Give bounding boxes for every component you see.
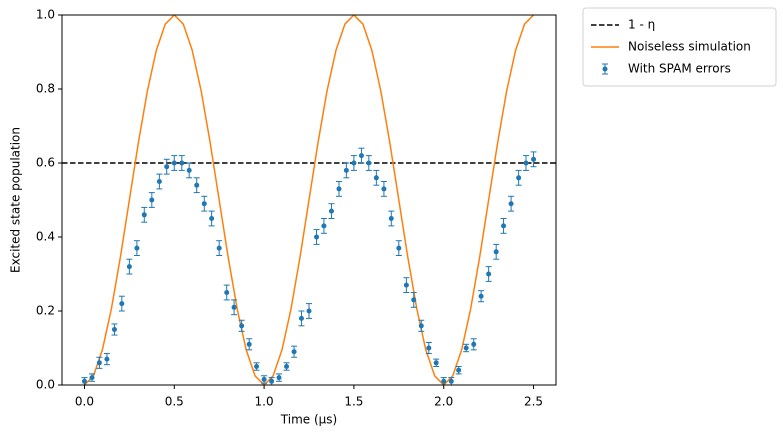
- data-point: [254, 364, 260, 369]
- data-point: [194, 182, 200, 188]
- data-point: [126, 264, 132, 270]
- data-point: [381, 186, 387, 192]
- data-point: [463, 345, 469, 351]
- data-point: [149, 197, 155, 203]
- plot-frame: [61, 14, 557, 386]
- data-point: [89, 375, 95, 381]
- x-tick-label: 0.0: [75, 395, 94, 409]
- y-tick-label: 0.8: [36, 82, 55, 96]
- data-point: [478, 293, 484, 299]
- y-tick-label: 0.6: [36, 156, 55, 170]
- y-tick-label: 0.2: [36, 304, 55, 318]
- data-point: [298, 315, 304, 321]
- data-point: [111, 327, 117, 332]
- x-tick-label: 1.0: [255, 395, 274, 409]
- data-point: [231, 304, 237, 310]
- x-tick-label: 1.5: [344, 395, 363, 409]
- data-point: [493, 249, 499, 255]
- data-point: [433, 360, 439, 366]
- data-point: [209, 216, 215, 221]
- data-point: [411, 297, 417, 303]
- data-point: [523, 160, 529, 166]
- data-point: [201, 201, 207, 207]
- data-point: [239, 323, 245, 329]
- y-tick-label: 0.4: [36, 230, 55, 244]
- data-point: [426, 345, 432, 351]
- data-point: [306, 308, 312, 314]
- legend-label: With SPAM errors: [628, 62, 731, 76]
- data-point: [141, 212, 147, 218]
- data-point: [396, 245, 402, 251]
- y-tick-label: 1.0: [36, 8, 55, 22]
- data-point: [156, 179, 162, 184]
- data-point: [284, 364, 290, 369]
- data-point: [179, 160, 185, 166]
- data-point: [343, 167, 349, 173]
- data-point: [134, 245, 140, 251]
- x-tick-label: 0.5: [165, 395, 184, 409]
- data-point: [171, 160, 177, 166]
- legend-label: 1 - η: [628, 18, 655, 32]
- data-point: [336, 186, 342, 192]
- data-point: [501, 223, 507, 229]
- data-point: [403, 282, 409, 288]
- x-axis-label: Time (μs): [280, 413, 337, 427]
- data-point: [321, 223, 327, 229]
- data-point: [261, 376, 267, 382]
- data-point: [448, 378, 454, 384]
- data-point: [388, 216, 394, 221]
- x-tick-label: 2.0: [434, 395, 453, 409]
- data-point: [366, 160, 372, 166]
- data-point: [246, 341, 252, 347]
- data-point: [486, 271, 492, 277]
- plot-area: [62, 15, 556, 385]
- data-point: [441, 378, 447, 384]
- data-point: [531, 156, 537, 162]
- series-line: [83, 15, 535, 385]
- data-point: [186, 167, 192, 173]
- data-point: [516, 175, 522, 181]
- data-point: [291, 349, 297, 355]
- data-point: [119, 301, 125, 307]
- data-point: [328, 208, 334, 214]
- data-point: [224, 290, 230, 295]
- data-point: [276, 375, 282, 381]
- data-point: [314, 234, 320, 240]
- data-point: [96, 360, 102, 366]
- legend-label: Noiseless simulation: [628, 40, 751, 54]
- legend-box: [582, 7, 777, 87]
- data-point: [471, 341, 477, 347]
- x-tick-label: 2.5: [524, 395, 543, 409]
- data-point: [456, 367, 462, 373]
- data-point: [104, 356, 110, 362]
- data-point: [81, 378, 87, 384]
- data-point: [216, 245, 222, 251]
- data-point: [269, 378, 275, 384]
- data-point: [418, 323, 424, 329]
- data-point: [351, 160, 357, 166]
- y-axis-label: Excited state population: [9, 127, 23, 273]
- data-point: [508, 201, 514, 207]
- y-tick-label: 0.0: [36, 378, 55, 392]
- legend-swatch: [602, 66, 608, 72]
- data-point: [164, 164, 170, 170]
- data-point: [358, 153, 364, 159]
- data-point: [373, 175, 379, 181]
